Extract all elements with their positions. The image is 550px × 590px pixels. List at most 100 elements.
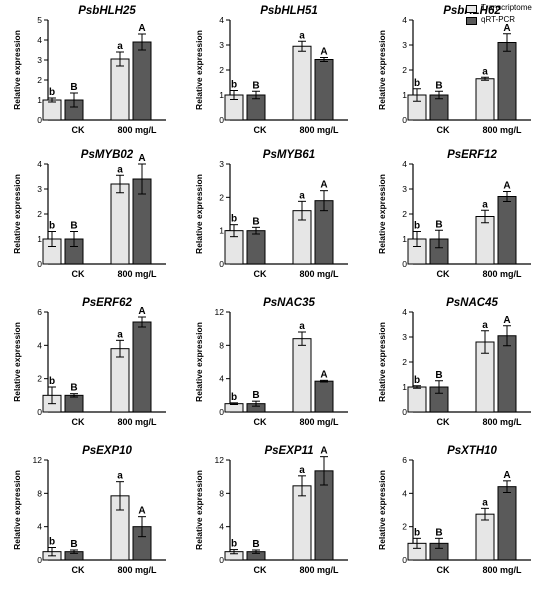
y-axis-label: Relative expression (377, 30, 387, 110)
y-tick-label: 6 (37, 307, 42, 317)
bar (314, 380, 334, 413)
x-tick-label: CK (437, 125, 450, 135)
significance-label: A (138, 153, 145, 164)
y-tick-label: 5 (37, 15, 42, 25)
bar (497, 196, 517, 265)
y-tick-label: 3 (402, 184, 407, 194)
chart-panel: PsERF12 Relative expression 0 1 2 3 4 b B CK a A 800… (377, 149, 531, 279)
y-tick-label: 4 (402, 15, 407, 25)
y-tick-label: 2 (402, 357, 407, 367)
y-tick-label: 4 (402, 488, 407, 498)
y-axis-label: Relative expression (377, 174, 387, 254)
bar (110, 183, 130, 265)
y-tick-label: 0 (37, 259, 42, 269)
y-tick-label: 2 (402, 522, 407, 532)
x-tick-label: 800 mg/L (299, 417, 339, 427)
y-tick-label: 4 (37, 35, 42, 45)
y-tick-label: 4 (219, 374, 224, 384)
bar (132, 41, 152, 121)
chart-panel: PsMYB61 Relative expression 0 1 2 3 b B CK a A 800 … (194, 149, 348, 279)
y-tick-label: 0 (219, 115, 224, 125)
x-tick-label: CK (437, 565, 450, 575)
y-tick-label: 2 (219, 192, 224, 202)
significance-label: B (435, 370, 442, 381)
chart-title: PsXTH10 (447, 445, 497, 457)
significance-label: A (138, 306, 145, 317)
y-tick-label: 1 (37, 95, 42, 105)
chart-panel: PsMYB02 Relative expression 0 1 2 3 4 b B CK a A 800… (12, 149, 166, 279)
bar (475, 78, 495, 121)
x-tick-label: CK (254, 269, 267, 279)
y-tick-label: 4 (37, 159, 42, 169)
y-tick-label: 1 (219, 226, 224, 236)
x-tick-label: 800 mg/L (299, 269, 339, 279)
y-tick-label: 1 (402, 90, 407, 100)
x-tick-label: CK (72, 417, 85, 427)
y-tick-label: 3 (219, 40, 224, 50)
y-tick-label: 0 (37, 115, 42, 125)
y-tick-label: 3 (402, 332, 407, 342)
chart-title: PsbHLH51 (260, 5, 318, 17)
significance-label: a (482, 66, 488, 77)
significance-label: B (70, 82, 77, 93)
x-tick-label: 800 mg/L (482, 125, 522, 135)
x-tick-label: CK (254, 565, 267, 575)
bar (497, 42, 517, 121)
significance-label: a (117, 164, 123, 175)
significance-label: A (503, 181, 510, 192)
y-axis-label: Relative expression (12, 30, 22, 110)
chart-panel: PsEXP11 Relative expression 0 4 8 12 b B CK a A 800… (194, 445, 348, 575)
y-tick-label: 0 (402, 115, 407, 125)
significance-label: b (231, 392, 237, 403)
significance-label: A (503, 23, 510, 34)
y-tick-label: 8 (219, 488, 224, 498)
y-tick-label: 1 (402, 234, 407, 244)
y-tick-label: 3 (37, 184, 42, 194)
x-tick-label: 800 mg/L (117, 269, 157, 279)
significance-label: b (414, 527, 420, 538)
significance-label: B (70, 383, 77, 394)
bar (42, 99, 62, 121)
legend-label-transcriptome: Transcriptome (481, 3, 532, 12)
significance-label: a (482, 199, 488, 210)
chart-panel: PsXTH10 Relative expression 0 2 4 6 b B CK a A 800 … (377, 445, 531, 575)
significance-label: b (414, 375, 420, 386)
chart-title: PsEXP11 (264, 445, 313, 457)
bar (407, 386, 427, 413)
chart-panel: PsbHLH25 Relative expression 0 1 2 3 4 5 b B CK a A 8… (12, 5, 166, 135)
y-tick-label: 12 (215, 307, 225, 317)
y-tick-label: 4 (402, 159, 407, 169)
y-tick-label: 4 (402, 307, 407, 317)
y-tick-label: 8 (37, 488, 42, 498)
bar (497, 486, 517, 561)
y-tick-label: 4 (37, 340, 42, 350)
x-tick-label: CK (72, 125, 85, 135)
significance-label: b (49, 537, 55, 548)
significance-label: b (49, 221, 55, 232)
y-tick-label: 2 (37, 374, 42, 384)
significance-label: B (70, 221, 77, 232)
y-tick-label: 2 (402, 209, 407, 219)
significance-label: B (252, 390, 259, 401)
significance-label: B (70, 539, 77, 550)
bar (110, 58, 130, 121)
significance-label: a (117, 329, 123, 340)
significance-label: B (252, 539, 259, 550)
x-tick-label: CK (254, 125, 267, 135)
y-tick-label: 3 (219, 159, 224, 169)
x-tick-label: 800 mg/L (482, 417, 522, 427)
x-tick-label: 800 mg/L (117, 565, 157, 575)
chart-title: PsEXP10 (82, 445, 132, 457)
x-tick-label: 800 mg/L (482, 269, 522, 279)
chart-title: PsERF62 (82, 297, 132, 309)
y-tick-label: 2 (37, 209, 42, 219)
x-tick-label: 800 mg/L (482, 565, 522, 575)
y-tick-label: 1 (37, 234, 42, 244)
y-tick-label: 0 (402, 259, 407, 269)
chart-panel: PsbHLH51 Relative expression 0 1 2 3 4 b B CK a A 80… (194, 5, 348, 135)
significance-label: A (320, 180, 327, 191)
y-tick-label: 2 (402, 65, 407, 75)
bar (132, 321, 152, 413)
y-tick-label: 4 (219, 15, 224, 25)
